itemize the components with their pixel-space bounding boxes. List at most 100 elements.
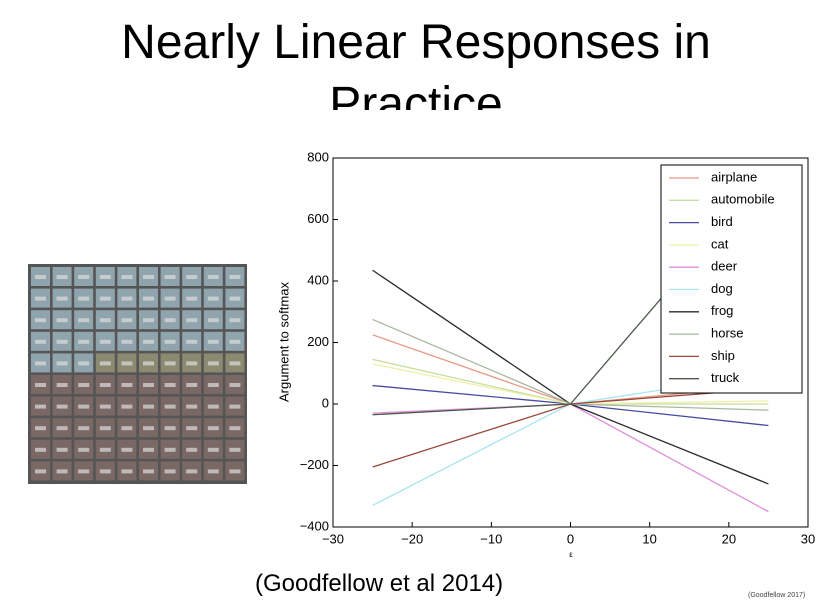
image-detail xyxy=(229,296,241,301)
image-detail xyxy=(229,426,241,431)
image-detail xyxy=(229,275,241,279)
image-detail xyxy=(207,296,219,301)
image-detail xyxy=(99,404,111,409)
image-detail xyxy=(78,275,90,279)
image-detail xyxy=(229,339,241,344)
image-detail xyxy=(186,296,198,301)
image-detail xyxy=(78,296,90,301)
footer: (Goodfellow 2017) xyxy=(748,592,806,599)
image-detail xyxy=(207,383,219,387)
legend-label: horse xyxy=(711,326,744,341)
x-tick-label: −20 xyxy=(401,531,423,546)
image-detail xyxy=(78,383,90,387)
image-detail xyxy=(164,318,176,323)
image-detail xyxy=(56,339,68,344)
image-detail xyxy=(207,339,219,344)
image-detail xyxy=(35,361,46,366)
image-detail xyxy=(35,426,46,431)
image-detail xyxy=(229,383,241,387)
image-detail xyxy=(207,404,219,409)
image-detail xyxy=(186,469,198,474)
series-line xyxy=(372,403,769,513)
image-detail xyxy=(35,469,46,474)
image-detail xyxy=(56,426,68,431)
image-detail xyxy=(99,318,111,323)
image-detail xyxy=(99,447,111,452)
image-detail xyxy=(121,404,133,409)
image-detail xyxy=(164,447,176,452)
image-detail xyxy=(229,469,241,474)
legend-label: cat xyxy=(711,236,729,251)
x-axis-label: ε xyxy=(569,550,573,559)
image-detail xyxy=(143,296,154,301)
y-tick-label: 600 xyxy=(307,211,329,226)
y-tick-label: 0 xyxy=(322,395,329,410)
image-detail xyxy=(121,383,133,387)
image-detail xyxy=(121,361,133,366)
image-detail xyxy=(186,318,198,323)
image-detail xyxy=(35,447,46,452)
series-line xyxy=(372,387,769,468)
image-detail xyxy=(186,383,198,387)
image-detail xyxy=(207,469,219,474)
image-detail xyxy=(121,296,133,301)
image-detail xyxy=(229,318,241,323)
image-detail xyxy=(121,426,133,431)
y-tick-label: 400 xyxy=(307,272,329,287)
image-detail xyxy=(35,318,46,323)
y-tick-label: 200 xyxy=(307,334,329,349)
image-detail xyxy=(186,404,198,409)
image-detail xyxy=(56,404,68,409)
legend-label: frog xyxy=(711,303,733,318)
image-detail xyxy=(56,296,68,301)
image-detail xyxy=(207,275,219,279)
image-detail xyxy=(164,296,176,301)
image-detail xyxy=(143,361,154,366)
image-detail xyxy=(143,404,154,409)
image-detail xyxy=(35,383,46,387)
y-tick-label: −400 xyxy=(300,518,329,533)
image-detail xyxy=(143,383,154,387)
image-detail xyxy=(164,339,176,344)
image-detail xyxy=(121,275,133,279)
x-tick-label: −10 xyxy=(480,531,502,546)
image-detail xyxy=(121,339,133,344)
image-detail xyxy=(56,469,68,474)
x-tick-label: 30 xyxy=(801,531,815,546)
legend-box xyxy=(660,164,803,394)
x-tick-label: 10 xyxy=(642,531,656,546)
image-detail xyxy=(56,447,68,452)
y-tick-label: −200 xyxy=(300,457,329,472)
image-detail xyxy=(56,383,68,387)
image-grid xyxy=(28,264,247,484)
image-detail xyxy=(56,361,68,366)
legend-label: dog xyxy=(711,281,733,296)
image-detail xyxy=(143,318,154,323)
image-detail xyxy=(143,426,154,431)
image-detail xyxy=(121,318,133,323)
image-detail xyxy=(164,426,176,431)
legend-label: ship xyxy=(711,348,735,363)
image-detail xyxy=(78,318,90,323)
image-detail xyxy=(207,361,219,366)
image-detail xyxy=(99,339,111,344)
image-detail xyxy=(143,469,154,474)
image-detail xyxy=(99,426,111,431)
image-detail xyxy=(35,275,46,279)
image-detail xyxy=(99,361,111,366)
image-detail xyxy=(186,361,198,366)
image-detail xyxy=(143,447,154,452)
image-detail xyxy=(164,361,176,366)
image-detail xyxy=(207,426,219,431)
citation: (Goodfellow et al 2014) xyxy=(255,570,504,597)
image-detail xyxy=(229,447,241,452)
image-detail xyxy=(229,361,241,366)
image-detail xyxy=(186,275,198,279)
image-detail xyxy=(143,339,154,344)
image-detail xyxy=(99,383,111,387)
image-detail xyxy=(121,447,133,452)
image-detail xyxy=(99,469,111,474)
y-tick-label: 800 xyxy=(307,149,329,164)
image-detail xyxy=(143,275,154,279)
legend-label: automobile xyxy=(711,192,775,207)
